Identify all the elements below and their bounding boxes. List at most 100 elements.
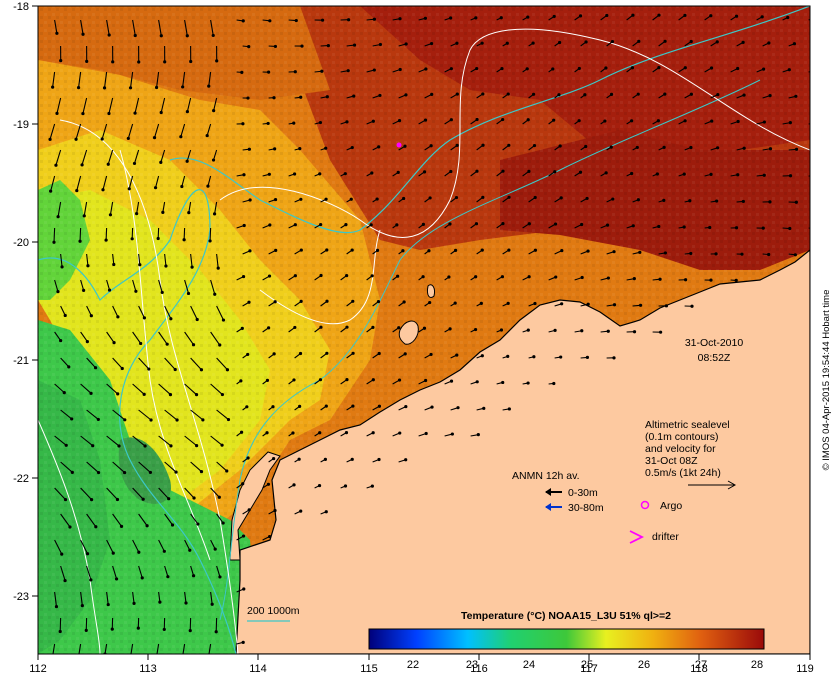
velocity-arrow: [60, 461, 73, 473]
velocity-arrow-head: [89, 391, 93, 395]
velocity-arrow-head: [371, 431, 375, 435]
velocity-arrow-head: [185, 159, 189, 163]
velocity-arrow: [138, 253, 141, 265]
velocity-arrow-head: [762, 120, 766, 124]
velocity-arrow-head: [241, 534, 246, 538]
velocity-arrow-head: [153, 186, 158, 190]
velocity-arrow-head: [63, 578, 67, 583]
velocity-arrow: [190, 565, 195, 576]
velocity-arrow-head: [179, 135, 183, 139]
velocity-arrow-head: [402, 196, 406, 201]
velocity-arrow-head: [448, 327, 452, 331]
velocity-arrow-head: [453, 248, 458, 252]
velocity-arrow: [138, 409, 152, 421]
velocity-arrow: [112, 305, 119, 318]
velocity-arrow-head: [630, 171, 634, 176]
velocity-arrow-head: [218, 343, 222, 347]
velocity-arrow-head: [449, 16, 453, 20]
velocity-arrow-head: [499, 328, 504, 332]
velocity-arrow-head: [135, 212, 139, 216]
velocity-arrow: [190, 253, 193, 268]
velocity-arrow-head: [78, 239, 82, 243]
velocity-arrow-head: [51, 85, 55, 89]
velocity-arrow-head: [480, 354, 484, 358]
velocity-arrow-head: [690, 304, 694, 308]
velocity-arrow-head: [740, 252, 744, 256]
velocity-arrow-head: [345, 377, 349, 382]
velocity-arrow-head: [663, 251, 667, 255]
velocity-arrow-head: [606, 329, 610, 333]
velocity-arrow: [75, 123, 82, 140]
velocity-arrow: [186, 149, 192, 162]
velocity-arrow: [54, 279, 59, 292]
colorbar-tick: 24: [523, 659, 535, 671]
velocity-arrow-head: [481, 92, 485, 96]
velocity-arrow-head: [715, 40, 719, 44]
velocity-arrow: [156, 71, 160, 88]
velocity-arrow-head: [110, 627, 114, 631]
colorbar-tick: 22: [407, 659, 419, 671]
velocity-arrow: [156, 643, 160, 654]
velocity-arrow: [83, 201, 88, 216]
velocity-arrow-head: [378, 42, 383, 47]
velocity-arrow-head: [507, 143, 511, 147]
velocity-arrow: [155, 175, 160, 188]
velocity-arrow-head: [93, 366, 98, 370]
velocity-arrow-head: [185, 110, 189, 114]
altimetric-line: 31-Oct 08Z: [645, 455, 698, 467]
velocity-arrow-head: [174, 470, 178, 474]
velocity-arrow-head: [246, 456, 250, 460]
velocity-arrow-head: [221, 318, 226, 322]
velocity-arrow-head: [350, 248, 354, 252]
velocity-arrow-head: [371, 378, 375, 382]
velocity-arrow-head: [371, 119, 375, 123]
velocity-arrow-head: [293, 325, 297, 330]
velocity-arrow-head: [49, 189, 53, 193]
velocity-arrow-head: [80, 163, 84, 167]
velocity-arrow-head: [378, 93, 382, 98]
velocity-arrow-head: [91, 444, 95, 448]
velocity-arrow-head: [298, 404, 302, 408]
velocity-arrow: [106, 383, 119, 395]
velocity-arrow-head: [449, 379, 454, 383]
velocity-arrow-head: [584, 40, 588, 44]
velocity-arrow-head: [319, 325, 323, 329]
velocity-arrow-head: [89, 578, 93, 582]
velocity-arrow-head: [659, 330, 663, 334]
velocity-arrow-head: [89, 498, 94, 502]
velocity-arrow-head: [741, 199, 745, 204]
velocity-arrow-head: [606, 276, 610, 280]
velocity-arrow-head: [59, 59, 63, 63]
velocity-arrow-head: [526, 381, 530, 385]
velocity-arrow-head: [55, 31, 59, 35]
velocity-arrow: [182, 643, 186, 654]
velocity-arrow-head: [127, 187, 131, 191]
velocity-arrow-head: [482, 406, 486, 410]
velocity-arrow-head: [213, 547, 217, 551]
velocity-arrow-head: [716, 92, 720, 97]
velocity-arrow-head: [475, 66, 479, 71]
x-tick-label: 113: [139, 663, 157, 675]
velocity-arrow-head: [375, 248, 380, 252]
velocity-arrow: [106, 591, 109, 605]
velocity-arrow: [158, 539, 165, 552]
velocity-arrow-head: [344, 431, 349, 435]
velocity-arrow-head: [241, 122, 245, 126]
velocity-arrow-head: [85, 59, 89, 63]
velocity-arrow-head: [248, 198, 252, 202]
velocity-arrow-head: [815, 122, 818, 125]
velocity-arrow-head: [180, 184, 184, 189]
velocity-arrow-head: [156, 236, 160, 241]
velocity-arrow-head: [166, 575, 170, 579]
velocity-arrow-head: [656, 119, 660, 123]
velocity-arrow: [80, 279, 85, 291]
velocity-arrow-head: [220, 443, 224, 447]
velocity-arrow: [79, 227, 82, 242]
velocity-arrow-head: [501, 169, 505, 173]
velocity-arrow: [132, 435, 146, 447]
velocity-arrow-head: [80, 604, 84, 608]
velocity-arrow-head: [527, 169, 531, 173]
velocity-arrow-head: [201, 418, 205, 422]
velocity-arrow-head: [551, 67, 555, 71]
